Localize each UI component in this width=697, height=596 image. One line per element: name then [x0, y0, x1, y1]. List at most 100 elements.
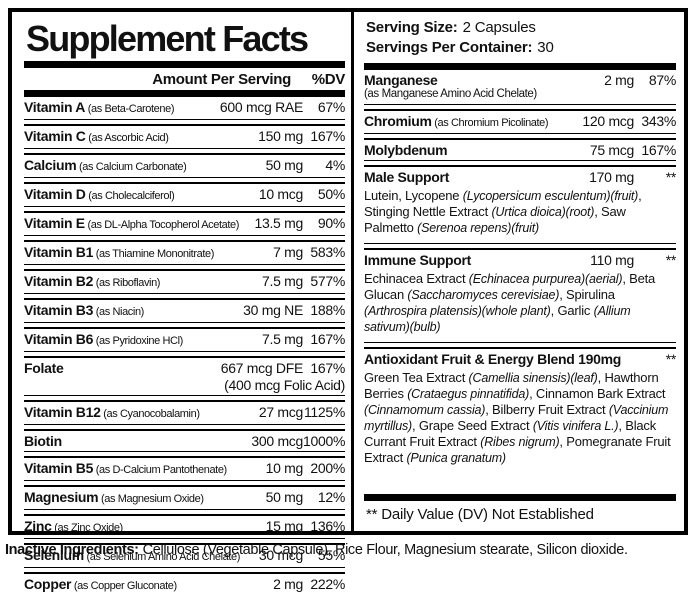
- nutrient-row: Copper (as Copper Gluconate) 2 mg 222%: [24, 574, 345, 596]
- latin-name: (Allium sativum)(bulb): [364, 304, 631, 334]
- nutrient-name: Vitamin B5: [24, 459, 94, 476]
- nutrient-amount: 13.5 mg: [254, 214, 304, 231]
- nutrient-row: Biotin 300 mcg 1000%: [24, 431, 345, 451]
- latin-name: (Saccharomyces cerevisiae): [407, 288, 560, 302]
- latin-name: (Ribes nigrum): [480, 435, 560, 449]
- nutrient-amount: 10 mcg: [258, 185, 303, 202]
- nutrient-amount: 120 mcg: [582, 112, 634, 129]
- thick-divider-bar: [364, 63, 676, 70]
- nutrient-name-cell: Antioxidant Fruit & Energy Blend 190mg: [364, 351, 634, 368]
- nutrient-name: Immune Support: [364, 251, 472, 268]
- nutrient-amount-line2: (400 mcg Folic Acid): [224, 377, 345, 393]
- nutrient-amount: 150 mg: [258, 127, 303, 144]
- nutrient-name: Vitamin B1: [24, 243, 94, 260]
- nutrient-name: Molybdenum: [364, 141, 448, 158]
- nutrient-row: Male Support 170 mg **: [364, 167, 676, 187]
- ingredient-text: , Hawthorn Berries: [364, 370, 659, 401]
- nutrient-form: (as DL-Alpha Tocopherol Acetate): [84, 218, 239, 231]
- row-separator: [24, 480, 345, 487]
- nutrient-name: Antioxidant Fruit & Energy Blend 190mg: [364, 350, 621, 367]
- nutrient-form: (as Cholecalciferol): [85, 189, 175, 202]
- row-separator: [364, 342, 676, 349]
- latin-name: (Crataegus pinnatifida): [407, 387, 530, 401]
- nutrient-dv: 343%: [641, 112, 676, 129]
- latin-name: (Arthrospira platensis)(whole plant): [364, 304, 551, 318]
- nutrient-form: (as Calcium Carbonate): [76, 160, 187, 173]
- nutrient-dv: 12%: [317, 488, 345, 505]
- nutrient-name: Magnesium: [24, 488, 99, 505]
- nutrient-row: Vitamin B12 (as Cyanocobalamin) 27 mcg 112…: [24, 402, 345, 424]
- nutrient-row: Magnesium (as Magnesium Oxide) 50 mg 12%: [24, 487, 345, 509]
- nutrient-name: Calcium: [24, 156, 77, 173]
- thick-divider-bar: [24, 61, 345, 68]
- nutrient-name: Vitamin B3: [24, 301, 94, 318]
- nutrient-dv: 67%: [317, 98, 345, 115]
- serving-size-label: Serving Size:: [366, 19, 458, 36]
- row-separator: [24, 351, 345, 358]
- nutrient-name-cell: Copper (as Copper Gluconate): [24, 576, 269, 595]
- latin-name: (Serenoa repens)(fruit): [417, 221, 539, 235]
- nutrient-amount: 7 mg: [273, 243, 303, 260]
- nutrient-name-cell: Vitamin A (as Beta-Carotene): [24, 99, 216, 118]
- row-separator: [364, 133, 676, 140]
- nutrient-dv: 136%: [310, 517, 345, 534]
- nutrient-name-cell: Biotin: [24, 433, 247, 450]
- nutrient-row: Zinc (as Zinc Oxide) 15 mg 136%: [24, 516, 345, 538]
- amount-per-serving-header: Amount Per Serving: [152, 71, 291, 88]
- nutrient-name-cell: Vitamin E (as DL-Alpha Tocopherol Acetat…: [24, 215, 251, 234]
- nutrient-name-cell: Vitamin C (as Ascorbic Acid): [24, 128, 254, 147]
- inactive-ingredients-text: Cellulose (Vegetable Capsule), Rice Flou…: [142, 542, 628, 558]
- nutrient-name: Chromium: [364, 112, 432, 129]
- nutrient-form: (as Beta-Carotene): [85, 102, 175, 115]
- nutrient-dv: 167%: [310, 359, 345, 376]
- ingredient-text: , Cinnamon Bark Extract: [529, 386, 666, 401]
- serving-size-value: 2 Capsules: [462, 19, 536, 36]
- nutrient-name-cell: Magnesium (as Magnesium Oxide): [24, 489, 262, 508]
- ingredient-description: Echinacea Extract (Echinacea purpurea)(a…: [364, 271, 676, 335]
- thick-divider-bar: [364, 494, 676, 501]
- nutrient-dv: 167%: [310, 127, 345, 144]
- ingredient-text: , Saw Palmetto: [364, 204, 626, 235]
- nutrient-form: (as Thiamine Mononitrate): [93, 247, 215, 260]
- nutrient-row: Vitamin E (as DL-Alpha Tocopherol Acetat…: [24, 213, 345, 235]
- nutrient-name: Folate: [24, 359, 64, 376]
- nutrient-name: Vitamin B12: [24, 403, 101, 420]
- nutrient-amount: 27 mcg: [258, 403, 303, 420]
- row-separator: [364, 104, 676, 111]
- nutrient-name-cell: Immune Support: [364, 252, 586, 269]
- left-rows: Vitamin A (as Beta-Carotene) 600 mcg RAE 6…: [24, 97, 345, 596]
- ingredient-text: , Spirulina: [559, 287, 615, 302]
- row-separator: [24, 509, 345, 516]
- nutrient-amount: 10 mg: [265, 459, 304, 476]
- row-separator: [24, 177, 345, 184]
- nutrient-dv: 55%: [317, 546, 345, 563]
- latin-name: (Camellia sinensis)(leaf): [468, 371, 598, 385]
- nutrient-name-cell: Zinc (as Zinc Oxide): [24, 518, 262, 537]
- nutrient-name-cell: Folate: [24, 360, 217, 377]
- daily-value-footnote: ** Daily Value (DV) Not Established: [366, 506, 594, 523]
- nutrient-form: (as D-Calcium Pantothenate): [93, 463, 227, 476]
- nutrient-name: Vitamin C: [24, 127, 86, 144]
- nutrient-row: Calcium (as Calcium Carbonate) 50 mg 4%: [24, 155, 345, 177]
- nutrient-name-cell: Vitamin B12 (as Cyanocobalamin): [24, 404, 255, 423]
- row-separator: [24, 451, 345, 458]
- nutrient-dv: **: [665, 251, 677, 268]
- nutrient-form: (as Cyanocobalamin): [100, 407, 200, 420]
- nutrient-name: Biotin: [24, 432, 62, 449]
- nutrient-dv: **: [665, 168, 677, 185]
- nutrient-row: Immune Support 110 mg **: [364, 250, 676, 270]
- row-separator: [24, 206, 345, 213]
- nutrient-row: Antioxidant Fruit & Energy Blend 190mg **: [364, 349, 676, 369]
- nutrient-row: Vitamin B2 (as Riboflavin) 7.5 mg 577%: [24, 271, 345, 293]
- nutrient-row: Vitamin A (as Beta-Carotene) 600 mcg RAE 6…: [24, 97, 345, 119]
- row-separator: [24, 119, 345, 126]
- supplement-facts-panel: Supplement Facts Amount Per Serving %DV …: [8, 8, 688, 592]
- latin-name: (Urtica dioica)(root): [491, 205, 595, 219]
- latin-name: (Vitis vinifera L.): [532, 419, 619, 433]
- nutrient-dv: 1125%: [303, 403, 345, 420]
- nutrient-row: Vitamin C (as Ascorbic Acid) 150 mg 167%: [24, 126, 345, 148]
- nutrient-name-cell: Vitamin B1 (as Thiamine Mononitrate): [24, 244, 269, 263]
- nutrient-dv: 583%: [310, 243, 345, 260]
- nutrient-dv: 222%: [310, 575, 345, 592]
- nutrient-amount: 667 mcg DFE: [220, 359, 304, 376]
